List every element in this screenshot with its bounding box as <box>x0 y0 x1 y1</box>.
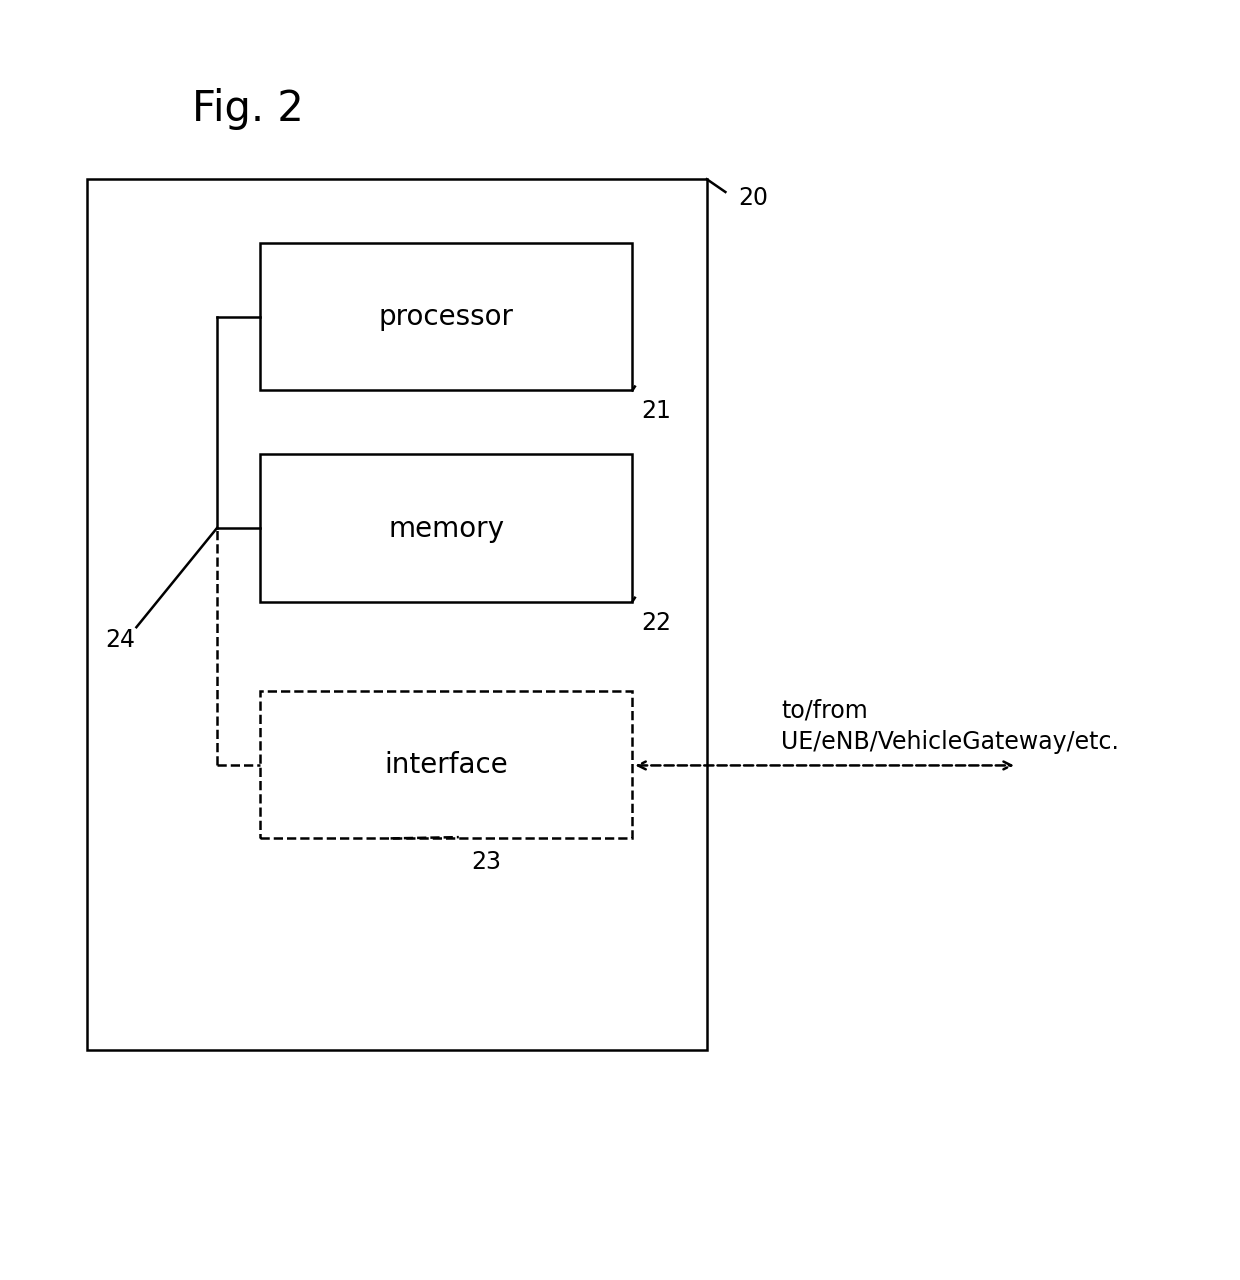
Text: 24: 24 <box>105 628 135 652</box>
Text: 20: 20 <box>738 187 768 210</box>
Text: 22: 22 <box>641 611 671 635</box>
Bar <box>87 179 707 1050</box>
Text: 23: 23 <box>471 850 501 874</box>
Text: memory: memory <box>388 515 505 543</box>
Text: to/from: to/from <box>781 699 868 722</box>
Bar <box>260 243 632 390</box>
Text: UE/eNB/VehicleGateway/etc.: UE/eNB/VehicleGateway/etc. <box>781 731 1118 754</box>
Text: 21: 21 <box>641 399 671 424</box>
Bar <box>260 454 632 602</box>
Text: processor: processor <box>379 303 513 332</box>
Text: Fig. 2: Fig. 2 <box>192 88 304 129</box>
Text: interface: interface <box>384 751 508 780</box>
Bar <box>260 691 632 838</box>
